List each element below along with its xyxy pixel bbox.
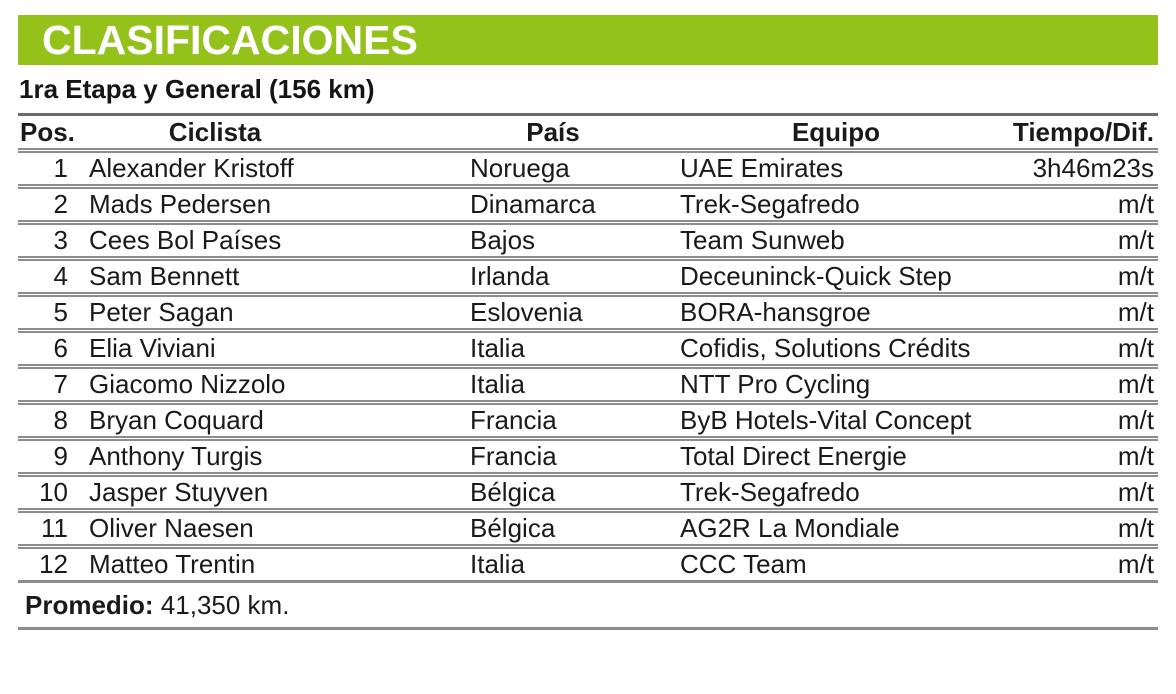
cell-pos: 5: [53, 297, 68, 327]
cell-pos: 10: [39, 477, 68, 507]
cell-pais: Italia: [470, 369, 525, 399]
cell-tiempo: m/t: [1117, 513, 1154, 543]
cell-equipo: UAE Emirates: [680, 153, 844, 183]
table-row: 4 Sam Bennett Irlanda Deceuninck-Quick Step…: [18, 259, 1158, 295]
cell-pais: Irlanda: [470, 261, 550, 291]
cell-pos: 11: [41, 513, 68, 543]
table-row: 7 Giacomo Nizzolo Italia NTT Pro Cycling m/t: [18, 367, 1158, 403]
header-row: Pos. Ciclista País Equipo Tiempo/Dif.: [18, 114, 1158, 151]
cell-ciclista: Peter Sagan: [89, 297, 234, 327]
cell-pos: 7: [53, 369, 68, 399]
table-row: 12 Matteo Trentin Italia CCC Team m/t: [18, 547, 1158, 582]
cell-tiempo: m/t: [1117, 297, 1154, 327]
cell-equipo: Cofidis, Solutions Crédits: [680, 333, 971, 363]
cell-pais: Bajos: [470, 225, 536, 255]
average-row: Promedio: 41,350 km.: [18, 583, 1158, 630]
cell-ciclista: Giacomo Nizzolo: [89, 369, 286, 399]
cell-ciclista: Sam Bennett: [89, 261, 240, 291]
cell-ciclista: Bryan Coquard: [89, 405, 264, 435]
cell-pais: Eslovenia: [470, 297, 583, 327]
section-banner: CLASIFICACIONES: [18, 15, 1158, 65]
average-value: 41,350 km.: [153, 590, 290, 620]
cell-pais: Francia: [470, 441, 557, 471]
cell-tiempo: 3h46m23s: [1032, 153, 1154, 183]
average-label: Promedio:: [25, 590, 154, 620]
header-pais: País: [526, 116, 580, 147]
header-equipo: Equipo: [791, 116, 881, 147]
cell-pos: 3: [53, 225, 68, 255]
cell-pos: 6: [53, 333, 68, 363]
cell-ciclista: Jasper Stuyven: [89, 477, 269, 507]
table-row: 9 Anthony Turgis Francia Total Direct Energ…: [18, 439, 1158, 475]
cell-tiempo: m/t: [1117, 441, 1154, 471]
cell-ciclista: Elia Viviani: [89, 333, 216, 363]
table-row: 5 Peter Sagan Eslovenia BORA-hansgroe m/t: [18, 295, 1158, 331]
cell-tiempo: m/t: [1117, 225, 1154, 255]
cell-tiempo: m/t: [1117, 405, 1154, 435]
cell-ciclista: Anthony Turgis: [89, 441, 263, 471]
cell-pais: Noruega: [470, 153, 570, 183]
cell-equipo: NTT Pro Cycling: [680, 369, 871, 399]
cell-equipo: Total Direct Energie: [680, 441, 907, 471]
header-tiempo: Tiempo/Dif.: [1012, 116, 1154, 147]
cell-pos: 12: [39, 549, 68, 579]
cell-pais: Italia: [470, 549, 525, 579]
cell-pos: 2: [53, 189, 68, 219]
cell-pais: Francia: [470, 405, 557, 435]
header-pos: Pos.: [20, 116, 75, 147]
table-row: 11 Oliver Naesen Bélgica AG2R La Mondiale m/…: [18, 511, 1158, 547]
cell-ciclista: Alexander Kristoff: [89, 153, 294, 183]
cell-pais: Bélgica: [470, 477, 556, 507]
cell-pos: 1: [53, 153, 68, 183]
cell-equipo: AG2R La Mondiale: [680, 513, 900, 543]
cell-pos: 8: [53, 405, 68, 435]
cell-tiempo: m/t: [1117, 333, 1154, 363]
stage-subtitle: 1ra Etapa y General (156 km): [19, 74, 375, 104]
table-row: 1 Alexander Kristoff Noruega UAE Emirates 3h…: [18, 151, 1158, 187]
cell-tiempo: m/t: [1117, 189, 1154, 219]
cell-pais: Italia: [470, 333, 525, 363]
table-header: Pos. Ciclista País Equipo Tiempo/Dif.: [18, 114, 1158, 151]
cell-tiempo: m/t: [1117, 477, 1154, 507]
cell-pos: 4: [53, 261, 68, 291]
header-ciclista: Ciclista: [168, 116, 262, 147]
cell-equipo: Trek-Segafredo: [680, 477, 860, 507]
table-row: 10 Jasper Stuyven Bélgica Trek-Segafredo m/t: [18, 475, 1158, 511]
cell-equipo: Team Sunweb: [680, 225, 845, 255]
table-row: 8 Bryan Coquard Francia ByB Hotels-Vital Co…: [18, 403, 1158, 439]
cell-equipo: Deceuninck-Quick Step: [680, 261, 952, 291]
cell-tiempo: m/t: [1117, 549, 1154, 579]
cell-tiempo: m/t: [1117, 261, 1154, 291]
cell-pos: 9: [53, 441, 68, 471]
table-row: 6 Elia Viviani Italia Cofidis, Solutions Cr…: [18, 331, 1158, 367]
table-row: 3 Cees Bol Países Bajos Team Sunweb m/t: [18, 223, 1158, 259]
cell-equipo: CCC Team: [680, 549, 807, 579]
table-body: 1 Alexander Kristoff Noruega UAE Emirates 3h…: [18, 151, 1158, 582]
table-row: 2 Mads Pedersen Dinamarca Trek-Segafredo m/t: [18, 187, 1158, 223]
cell-ciclista: Mads Pedersen: [89, 189, 272, 219]
cell-equipo: BORA-hansgroe: [680, 297, 871, 327]
cell-pais: Dinamarca: [470, 189, 596, 219]
section-title: CLASIFICACIONES: [42, 17, 418, 63]
cell-equipo: Trek-Segafredo: [680, 189, 860, 219]
cell-ciclista: Oliver Naesen: [89, 513, 254, 543]
cell-tiempo: m/t: [1117, 369, 1154, 399]
cell-ciclista: Matteo Trentin: [89, 549, 256, 579]
cell-ciclista: Cees Bol Países: [89, 225, 282, 255]
cell-equipo: ByB Hotels-Vital Concept: [680, 405, 972, 435]
cell-pais: Bélgica: [470, 513, 556, 543]
